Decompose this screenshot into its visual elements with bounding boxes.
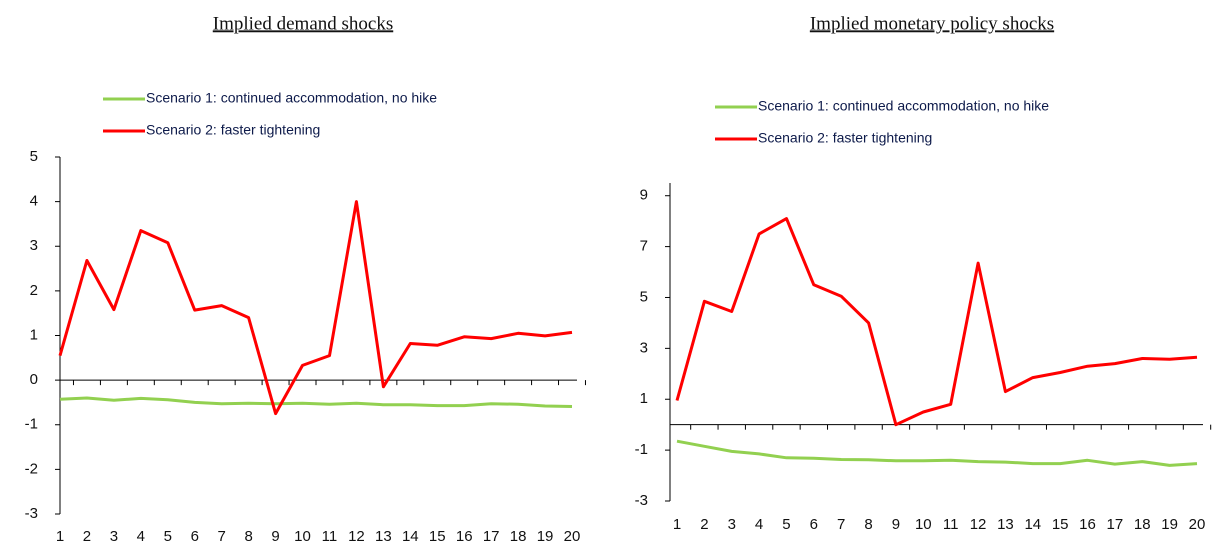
y-tick-label: 1 xyxy=(30,326,38,343)
x-tick-label: 16 xyxy=(456,528,473,545)
y-tick-label: 5 xyxy=(30,148,38,165)
x-tick-label: 4 xyxy=(755,516,763,533)
x-tick-label: 3 xyxy=(728,516,736,533)
x-tick-label: 12 xyxy=(970,516,987,533)
x-tick-label: 11 xyxy=(322,528,338,545)
x-tick-label: 7 xyxy=(837,516,845,533)
y-tick-label: -3 xyxy=(635,492,648,509)
x-tick-label: 2 xyxy=(83,528,91,545)
legend-label: Scenario 1: continued accommodation, no … xyxy=(146,90,437,106)
x-tick-label: 20 xyxy=(564,528,581,545)
y-tick-label: 9 xyxy=(640,187,648,204)
y-tick-label: 3 xyxy=(640,339,648,356)
legend-label: Scenario 2: faster tightening xyxy=(146,122,320,138)
x-tick-label: 10 xyxy=(915,516,932,533)
y-tick-label: 4 xyxy=(30,193,38,210)
chart-title: Implied demand shocks xyxy=(213,13,393,34)
x-tick-label: 19 xyxy=(1161,516,1178,533)
x-tick-label: 13 xyxy=(375,528,392,545)
x-tick-label: 2 xyxy=(700,516,708,533)
x-tick-label: 10 xyxy=(294,528,311,545)
x-tick-label: 11 xyxy=(943,516,959,533)
x-tick-label: 19 xyxy=(537,528,554,545)
series-line xyxy=(58,200,573,416)
y-tick-label: -3 xyxy=(25,505,38,522)
x-tick-label: 15 xyxy=(429,528,446,545)
legend-label: Scenario 2: faster tightening xyxy=(758,130,932,146)
y-tick-label: -1 xyxy=(25,416,38,433)
x-tick-label: 13 xyxy=(997,516,1014,533)
y-tick-label: -2 xyxy=(25,460,38,477)
x-tick-label: 5 xyxy=(782,516,790,533)
x-tick-label: 14 xyxy=(1024,516,1041,533)
x-tick-label: 8 xyxy=(244,528,252,545)
y-tick-label: 7 xyxy=(640,238,648,255)
x-tick-label: 20 xyxy=(1189,516,1206,533)
y-tick-label: 1 xyxy=(640,390,648,407)
x-tick-label: 6 xyxy=(191,528,199,545)
series-line xyxy=(59,396,573,408)
x-tick-label: 17 xyxy=(483,528,500,545)
x-tick-label: 9 xyxy=(892,516,900,533)
x-tick-label: 17 xyxy=(1107,516,1124,533)
x-tick-label: 6 xyxy=(810,516,818,533)
chart-title: Implied monetary policy shocks xyxy=(810,13,1054,34)
x-tick-label: 9 xyxy=(271,528,279,545)
series-line xyxy=(676,439,1198,467)
x-tick-label: 16 xyxy=(1079,516,1096,533)
x-tick-label: 4 xyxy=(137,528,145,545)
x-tick-label: 15 xyxy=(1052,516,1069,533)
y-tick-label: 3 xyxy=(30,237,38,254)
x-tick-label: 12 xyxy=(348,528,365,545)
x-tick-label: 1 xyxy=(673,516,681,533)
x-tick-label: 3 xyxy=(110,528,118,545)
y-tick-label: 5 xyxy=(640,288,648,305)
x-tick-label: 14 xyxy=(402,528,419,545)
y-tick-label: 0 xyxy=(30,371,38,388)
series-line xyxy=(675,217,1198,427)
x-tick-label: 1 xyxy=(56,528,64,545)
x-tick-label: 7 xyxy=(218,528,226,545)
x-tick-label: 18 xyxy=(1134,516,1151,533)
legend-label: Scenario 1: continued accommodation, no … xyxy=(758,98,1049,114)
y-tick-label: 2 xyxy=(30,282,38,299)
y-tick-label: -1 xyxy=(635,441,648,458)
x-tick-label: 18 xyxy=(510,528,527,545)
x-tick-label: 8 xyxy=(864,516,872,533)
x-tick-label: 5 xyxy=(164,528,172,545)
